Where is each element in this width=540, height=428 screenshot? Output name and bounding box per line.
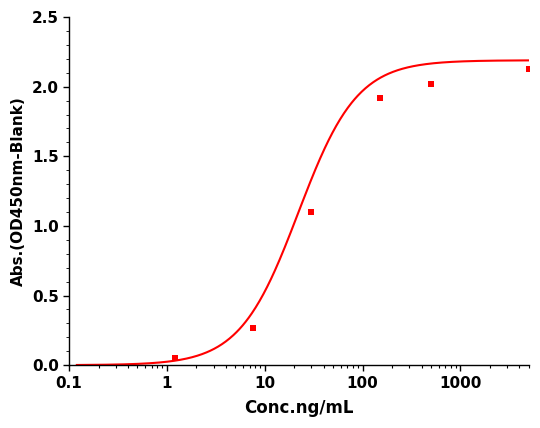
- Y-axis label: Abs.(OD450nm-Blank): Abs.(OD450nm-Blank): [11, 96, 26, 286]
- X-axis label: Conc.ng/mL: Conc.ng/mL: [244, 399, 354, 417]
